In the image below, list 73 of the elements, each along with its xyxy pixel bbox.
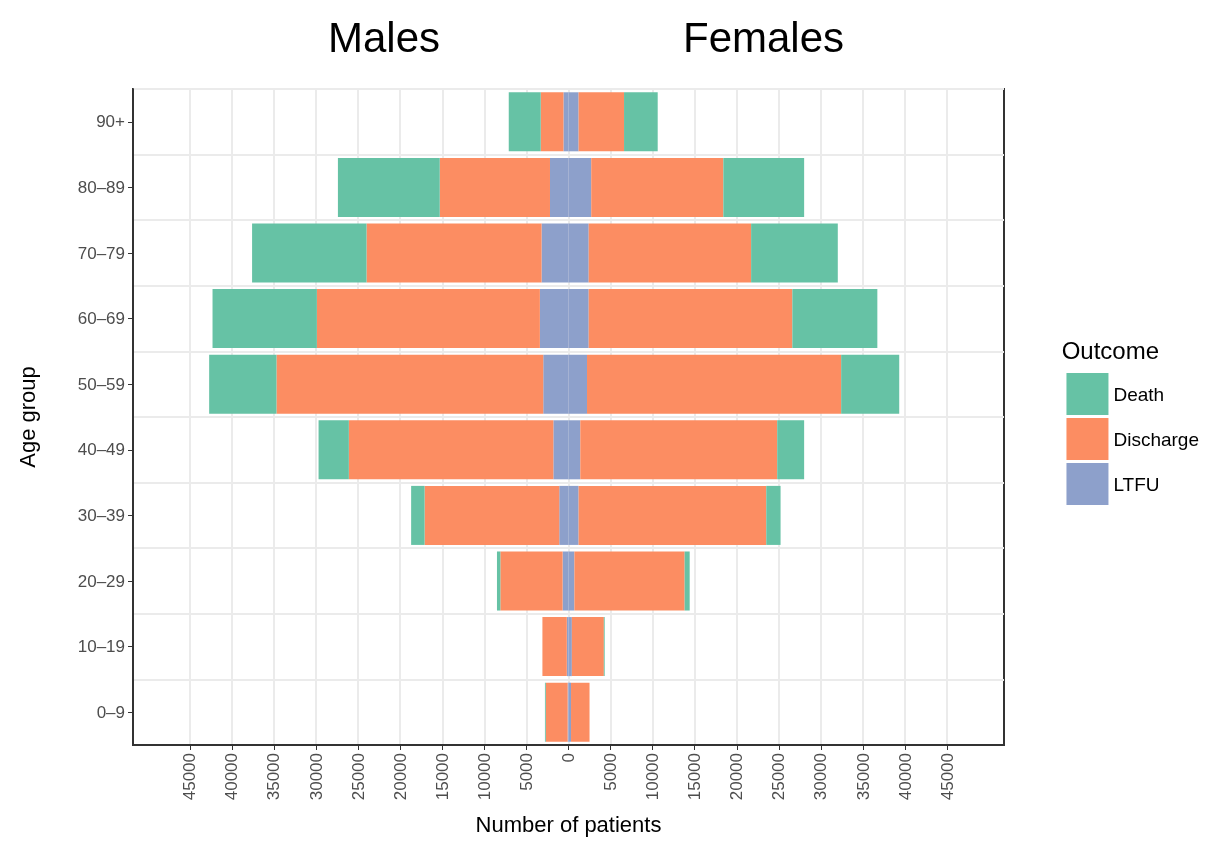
x-tick-label: 25000 xyxy=(348,753,368,801)
bar xyxy=(348,420,554,480)
bar xyxy=(624,92,658,152)
x-tick-label: 45000 xyxy=(180,753,200,801)
y-tick-label: 20–29 xyxy=(77,571,125,591)
bar xyxy=(366,223,542,283)
y-tick-label: 30–39 xyxy=(77,505,125,525)
bar xyxy=(574,551,685,611)
bar xyxy=(209,354,277,414)
x-tick-label: 0 xyxy=(559,753,578,763)
x-tick-label: 40000 xyxy=(895,753,915,801)
bar xyxy=(591,157,724,217)
bar xyxy=(276,354,544,414)
bar xyxy=(588,289,793,349)
bar xyxy=(580,420,778,480)
bar xyxy=(723,157,805,217)
bar xyxy=(411,485,425,545)
bar xyxy=(684,551,690,611)
bar xyxy=(777,420,805,480)
bar xyxy=(500,551,563,611)
x-tick-label: 30000 xyxy=(811,753,831,801)
legend-title: Outcome xyxy=(1061,336,1159,364)
bar xyxy=(571,617,604,677)
x-tick-label: 25000 xyxy=(769,753,789,801)
bar xyxy=(540,92,564,152)
x-tick-label: 5000 xyxy=(516,753,536,791)
bar xyxy=(587,354,842,414)
y-tick-label: 70–79 xyxy=(77,243,125,263)
bar xyxy=(841,354,900,414)
x-tick-label: 5000 xyxy=(601,753,621,791)
bar xyxy=(212,289,317,349)
bar xyxy=(318,420,349,480)
x-axis-title: Number of patients xyxy=(475,811,662,837)
legend-label: LTFU xyxy=(1113,473,1160,495)
x-tick-label: 30000 xyxy=(306,753,326,801)
x-tick-label: 40000 xyxy=(222,753,242,801)
bar xyxy=(792,289,878,349)
bar xyxy=(252,223,367,283)
x-tick-label: 35000 xyxy=(264,753,284,801)
bar xyxy=(545,682,568,742)
text: Males xyxy=(328,13,441,61)
bar xyxy=(578,485,767,545)
bar xyxy=(542,617,567,677)
x-tick-label: 20000 xyxy=(727,753,747,801)
y-tick-label: 60–69 xyxy=(77,309,125,329)
x-tick-label: 15000 xyxy=(432,753,452,801)
x-tick-label: 35000 xyxy=(853,753,873,801)
bar xyxy=(337,157,440,217)
bar xyxy=(571,682,590,742)
legend-label: Death xyxy=(1113,383,1165,405)
x-tick-label: 10000 xyxy=(474,753,494,801)
y-tick-label: 0–9 xyxy=(96,702,125,722)
y-tick-label: 80–89 xyxy=(77,177,125,197)
y-tick-label: 50–59 xyxy=(77,374,125,394)
y-axis-title: Age group xyxy=(14,366,40,468)
x-tick-label: 45000 xyxy=(937,753,957,801)
x-tick-label: 15000 xyxy=(685,753,705,801)
bar xyxy=(751,223,838,283)
bar xyxy=(496,551,501,611)
x-tick-label: 10000 xyxy=(643,753,663,801)
bar xyxy=(439,157,550,217)
bar xyxy=(578,92,625,152)
y-tick-label: 90+ xyxy=(96,112,126,132)
bar xyxy=(508,92,541,152)
text: Females xyxy=(683,13,845,61)
y-tick-label: 10–19 xyxy=(77,637,125,657)
x-tick-label: 20000 xyxy=(390,753,410,801)
bar xyxy=(424,485,560,545)
bar xyxy=(766,485,781,545)
bar xyxy=(316,289,540,349)
y-tick-label: 40–49 xyxy=(77,440,125,460)
bar xyxy=(588,223,752,283)
legend-label: Discharge xyxy=(1113,428,1200,450)
